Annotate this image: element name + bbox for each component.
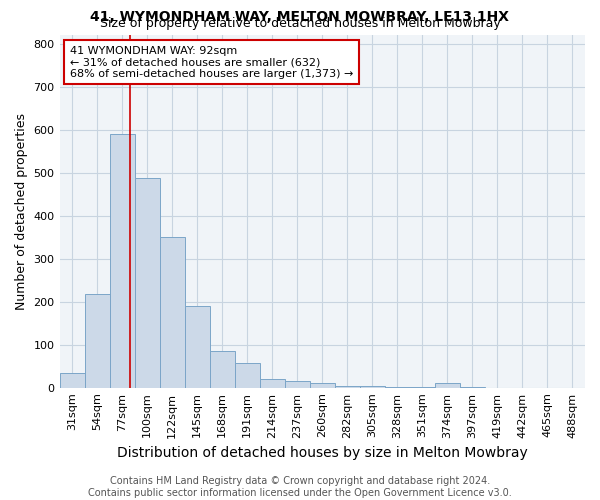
Bar — [435, 384, 460, 388]
Bar — [385, 387, 410, 388]
Bar — [235, 363, 260, 388]
Bar — [160, 237, 185, 388]
Y-axis label: Number of detached properties: Number of detached properties — [15, 113, 28, 310]
Bar — [209, 351, 235, 388]
Bar — [110, 134, 134, 388]
Bar — [460, 387, 485, 388]
Bar — [85, 294, 110, 388]
Bar — [134, 178, 160, 388]
Text: 41, WYMONDHAM WAY, MELTON MOWBRAY, LE13 1HX: 41, WYMONDHAM WAY, MELTON MOWBRAY, LE13 … — [91, 10, 509, 24]
Bar — [59, 372, 85, 388]
Text: Size of property relative to detached houses in Melton Mowbray: Size of property relative to detached ho… — [100, 18, 500, 30]
Bar — [260, 379, 285, 388]
Bar — [285, 381, 310, 388]
Text: 41 WYMONDHAM WAY: 92sqm
← 31% of detached houses are smaller (632)
68% of semi-d: 41 WYMONDHAM WAY: 92sqm ← 31% of detache… — [70, 46, 353, 79]
Text: Contains HM Land Registry data © Crown copyright and database right 2024.
Contai: Contains HM Land Registry data © Crown c… — [88, 476, 512, 498]
Bar — [185, 306, 209, 388]
Bar — [335, 386, 360, 388]
Bar — [310, 384, 335, 388]
Bar — [360, 386, 385, 388]
Bar — [410, 387, 435, 388]
X-axis label: Distribution of detached houses by size in Melton Mowbray: Distribution of detached houses by size … — [117, 446, 527, 460]
